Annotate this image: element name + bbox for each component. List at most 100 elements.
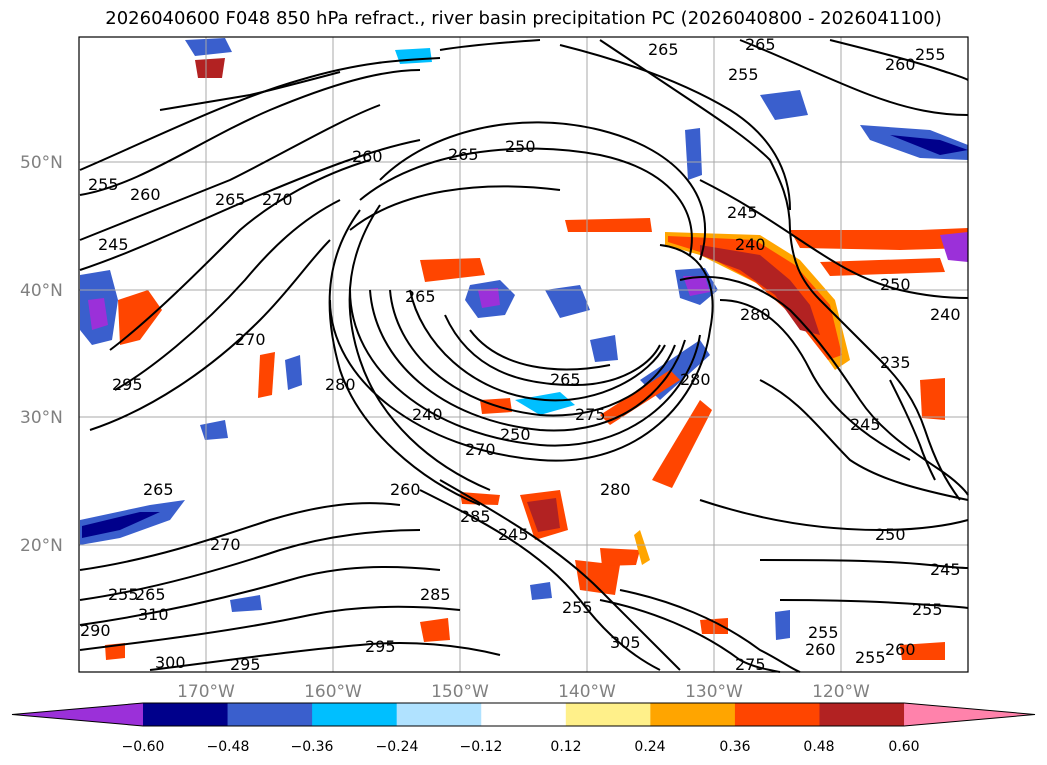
contour-line [349, 185, 561, 231]
contour-label: 250 [500, 425, 531, 444]
contour-label: 265 [215, 190, 246, 209]
contour-label: 275 [735, 655, 766, 674]
contour-line [469, 329, 611, 371]
contour-line [559, 44, 791, 211]
colorbar-swatch [143, 703, 229, 726]
colorbar-tick-label: −0.36 [291, 739, 334, 755]
latitude-label: 20°N [20, 536, 63, 556]
contour-line [349, 289, 701, 447]
longitude-label: 130°W [685, 682, 743, 702]
longitude-label: 140°W [558, 682, 616, 702]
longitude-labels: 170°W 160°W 150°W 140°W 130°W 120°W [177, 682, 870, 702]
latitude-label: 30°N [20, 408, 63, 428]
colorbar-swatch [904, 703, 1035, 726]
contour-label: 260 [805, 640, 836, 659]
pos-anomaly-patch [565, 218, 652, 232]
contour-label: 265 [143, 480, 174, 499]
pos-anomaly-patch [527, 498, 560, 532]
colorbar-tick-label: −0.60 [122, 739, 165, 755]
contour-line [439, 479, 681, 671]
colorbar-swatch [312, 703, 398, 726]
contour-label: 245 [850, 415, 881, 434]
colorbar-swatch [819, 703, 905, 726]
pos-anomaly-patch [600, 548, 640, 566]
contour-line [79, 529, 421, 601]
contour-line [89, 239, 331, 431]
neg-anomaly-patch [230, 595, 262, 612]
neg-anomaly-patch [478, 288, 500, 308]
colorbar-swatch [12, 703, 143, 726]
north-america-coastline [599, 39, 961, 501]
contour-line [114, 199, 341, 391]
colorbar-tick-labels: −0.60 −0.48 −0.36 −0.24 −0.12 0.12 0.24 … [122, 739, 920, 755]
contour-label: 245 [98, 235, 129, 254]
neg-anomaly-patch [530, 582, 552, 600]
aleutian-islands [159, 71, 341, 111]
contour-line [389, 289, 676, 417]
contour-label: 255 [728, 65, 759, 84]
latitude-label: 50°N [20, 153, 63, 173]
contour-label: 295 [365, 637, 396, 656]
pos-anomaly-patch [652, 400, 712, 488]
contour-label: 260 [885, 55, 916, 74]
coastline [159, 39, 961, 501]
alaska-coastline [439, 39, 541, 51]
longitude-label: 160°W [304, 682, 362, 702]
contour-label: 250 [880, 275, 911, 294]
contour-line [719, 299, 911, 461]
pos-anomaly-patch [420, 258, 485, 282]
contour-line [444, 314, 661, 387]
contour-label: 305 [610, 633, 641, 652]
contour-label: 255 [108, 585, 139, 604]
contour-label: 240 [735, 235, 766, 254]
contour-label: 245 [727, 203, 758, 222]
colorbar-swatch [396, 703, 482, 726]
contour-line [79, 139, 421, 271]
colorbar-swatches [11, 702, 1036, 727]
contour-line [759, 379, 969, 501]
neg-anomaly-patch [82, 512, 160, 538]
colorbar-swatch [650, 703, 736, 726]
contour-label: 265 [448, 145, 479, 164]
precipitation-shading [80, 38, 968, 660]
contour-label: 255 [855, 648, 886, 667]
contour-label: 245 [498, 525, 529, 544]
contour-label: 280 [680, 370, 711, 389]
contour-line [619, 589, 801, 673]
contour-label: 265 [135, 585, 166, 604]
contour-line [79, 57, 441, 171]
pos-anomaly-patch [105, 643, 125, 660]
neg-anomaly-patch [285, 355, 302, 390]
contour-label: 250 [505, 137, 536, 156]
contour-line [79, 566, 441, 626]
colorbar-tick-label: 0.12 [550, 739, 581, 755]
neg-anomaly-patch [545, 285, 590, 318]
contour-line [79, 69, 421, 196]
pos-anomaly-patch [900, 642, 945, 660]
contour-label: 285 [420, 585, 451, 604]
contour-label: 255 [562, 598, 593, 617]
pos-anomaly-patch [575, 560, 620, 595]
contour-label: 280 [740, 305, 771, 324]
contour-line [599, 599, 781, 673]
contour-label: 295 [112, 375, 143, 394]
latitude-labels: 50°N 40°N 30°N 20°N [20, 153, 63, 556]
contour-line [79, 104, 381, 241]
colorbar-tick-label: −0.24 [376, 739, 419, 755]
contour-label: 255 [88, 175, 119, 194]
neg-anomaly-patch [185, 38, 232, 56]
map-gridlines [79, 37, 968, 672]
contour-line [328, 209, 481, 506]
longitude-label: 170°W [177, 682, 235, 702]
baja-coastline [889, 379, 936, 481]
contour-line [79, 605, 461, 651]
refractivity-contours [79, 39, 969, 673]
pos-anomaly-patch [920, 378, 945, 420]
pos-anomaly-patch [700, 245, 820, 335]
contour-label: 265 [405, 287, 436, 306]
contour-label: 240 [930, 305, 961, 324]
pos-anomaly-patch [118, 290, 162, 345]
pos-anomaly-patch [600, 370, 680, 425]
contour-label: 260 [885, 640, 916, 659]
contour-line [149, 642, 501, 671]
